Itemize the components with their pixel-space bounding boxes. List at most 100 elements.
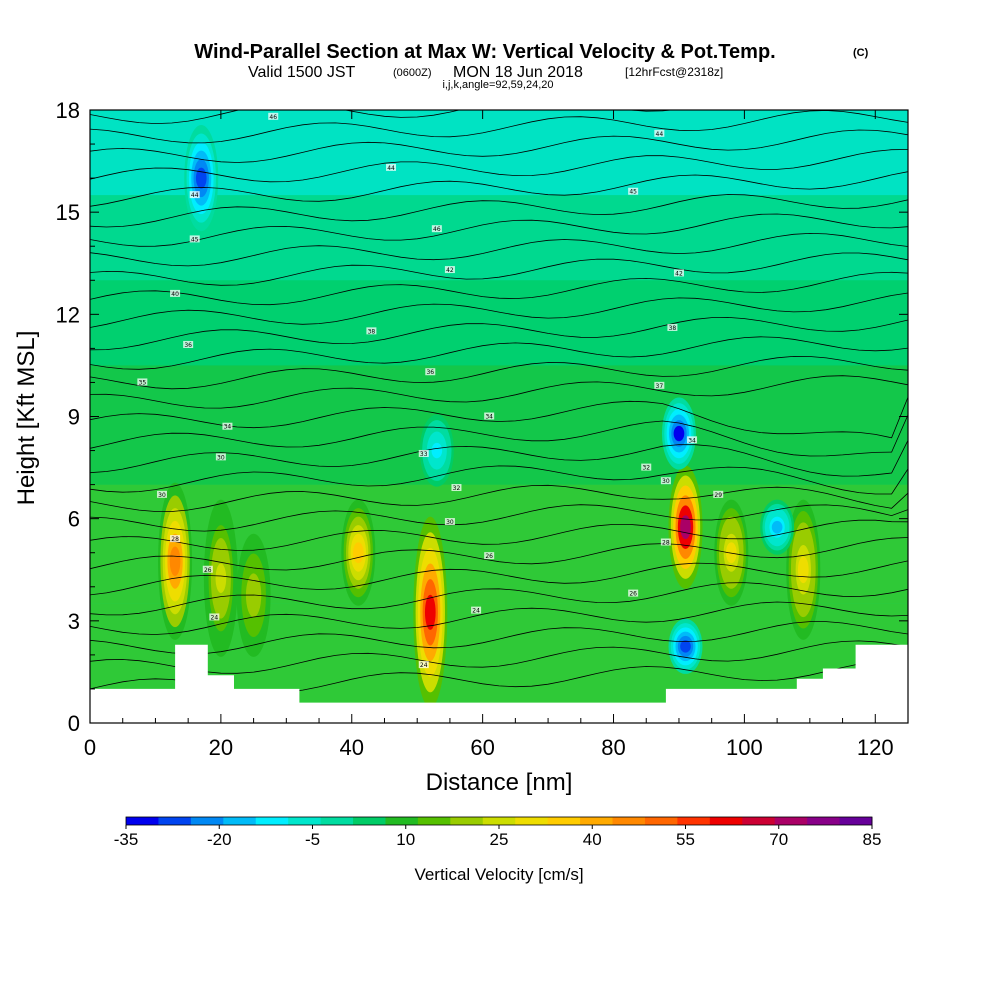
contour-label-text: 28: [662, 540, 670, 547]
contour-label: 44: [189, 191, 200, 199]
contour-label: 30: [215, 453, 226, 461]
colorbar-swatch: [580, 817, 614, 825]
colorbar: -35 -20 -5 10 25 40 55 70 85: [114, 816, 882, 849]
colorbar-swatch: [450, 817, 484, 825]
colorbar-label: Vertical Velocity [cm/s]: [414, 865, 583, 884]
contour-label: 24: [418, 661, 429, 669]
theta-contour: [90, 519, 908, 551]
contour-label-text: 32: [453, 485, 461, 492]
colorbar-tick-label: 85: [863, 830, 882, 849]
contour-label-text: 35: [139, 379, 147, 386]
colorbar-tick-label: -35: [114, 830, 139, 849]
contour-label-text: 45: [629, 189, 637, 196]
colorbar-swatch: [482, 817, 516, 825]
colorbar-swatch: [385, 817, 419, 825]
colorbar-swatch: [515, 817, 549, 825]
colorbar-swatch: [158, 817, 192, 825]
colorbar-swatch: [709, 817, 743, 825]
contour-label: 37: [654, 381, 665, 390]
contour-label-text: 42: [446, 267, 454, 274]
contour-label: 40: [170, 289, 181, 298]
x-tick-label: 0: [84, 735, 96, 760]
contour-label: 34: [687, 436, 698, 444]
colorbar-swatch: [612, 817, 646, 825]
y-tick-label: 15: [56, 200, 80, 225]
contour-label-bg: [654, 381, 665, 389]
contour-label-bg: [189, 191, 200, 199]
theta-contours: [90, 110, 908, 694]
theta-contour: [90, 621, 908, 655]
valid-line: Valid 1500 JST (0600Z) MON 18 Jun 2018 […: [248, 64, 723, 81]
colorbar-swatch: [353, 817, 386, 825]
contour-label: 26: [484, 552, 495, 560]
contour-label: 28: [170, 535, 181, 543]
contour-label: 42: [673, 269, 684, 277]
contour-label-bg: [444, 518, 455, 526]
theta-contour: [90, 465, 908, 495]
contour-label-bg: [484, 552, 495, 560]
colorbar-swatch: [742, 817, 776, 825]
contour-label-text: 30: [446, 519, 454, 526]
contour-label-bg: [222, 422, 233, 430]
theta-contour: [90, 292, 908, 328]
contour-label: 30: [660, 477, 671, 485]
contour-label: 32: [451, 484, 462, 492]
contour-label-bg: [170, 289, 181, 297]
theta-contour: [90, 504, 908, 532]
contour-label-bg: [156, 490, 167, 498]
contour-label-bg: [386, 163, 397, 171]
velocity-band: [90, 110, 908, 196]
x-tick-label: 100: [726, 735, 763, 760]
contour-label-bg: [654, 129, 665, 137]
y-tick-label: 0: [68, 711, 80, 736]
contour-label-text: 40: [171, 291, 179, 298]
x-tick-label: 120: [857, 735, 894, 760]
copyright-mark: (C): [853, 47, 869, 59]
plot-area: 46 44 45 44 46 44 45 42 42 40 36 38 35 36 38 37 34 34 34 30…: [89, 109, 909, 724]
colorbar-swatch: [126, 817, 159, 825]
contour-label-text: 46: [269, 114, 277, 121]
contour-label-bg: [209, 613, 220, 621]
contour-label-text: 26: [204, 567, 212, 574]
contour-label-bg: [628, 589, 639, 597]
chart-title: Wind-Parallel Section at Max W: Vertical…: [194, 41, 775, 63]
colorbar-tick-label: -5: [305, 830, 320, 849]
theta-contour: [90, 414, 908, 457]
colorbar-tick-label: 55: [676, 830, 695, 849]
colorbar-swatch: [255, 817, 289, 825]
contour-label-bg: [687, 436, 698, 444]
contour-label-text: 34: [224, 424, 232, 431]
contour-label-bg: [673, 269, 684, 277]
contour-label-text: 24: [211, 614, 219, 621]
y-axis-label: Height [Kft MSL]: [13, 331, 40, 506]
y-tick-label: 3: [68, 609, 80, 634]
contour-label: 35: [137, 378, 148, 386]
contour-label-text: 38: [669, 325, 677, 332]
theta-contour: [90, 484, 908, 512]
contour-label: 34: [484, 412, 495, 421]
colorbar-swatch: [320, 817, 354, 825]
theta-contour: [90, 171, 908, 207]
forecast-info: [12hrFcst@2318z]: [625, 65, 723, 79]
contour-label-bg: [202, 565, 213, 573]
contour-label: 36: [183, 340, 194, 349]
updraft-cell: [424, 594, 436, 630]
contour-label: 28: [660, 538, 671, 547]
colorbar-tick-label: 25: [490, 830, 509, 849]
colorbar-swatch: [774, 817, 808, 825]
colorbar-swatch: [807, 817, 841, 825]
contour-label-bg: [268, 112, 279, 120]
colorbar-swatch: [288, 817, 322, 825]
theta-contour: [90, 129, 908, 163]
x-tick-label: 40: [340, 735, 364, 760]
contour-label-bg: [484, 412, 495, 420]
colorbar-swatch: [190, 817, 224, 825]
contour-label-bg: [366, 327, 377, 335]
contour-label-text: 44: [191, 192, 199, 199]
theta-contour: [90, 271, 908, 306]
contour-label-bg: [660, 538, 671, 546]
theta-contour: [90, 601, 908, 635]
theta-contour: [90, 149, 908, 183]
x-axis-label: Distance [nm]: [426, 769, 573, 796]
